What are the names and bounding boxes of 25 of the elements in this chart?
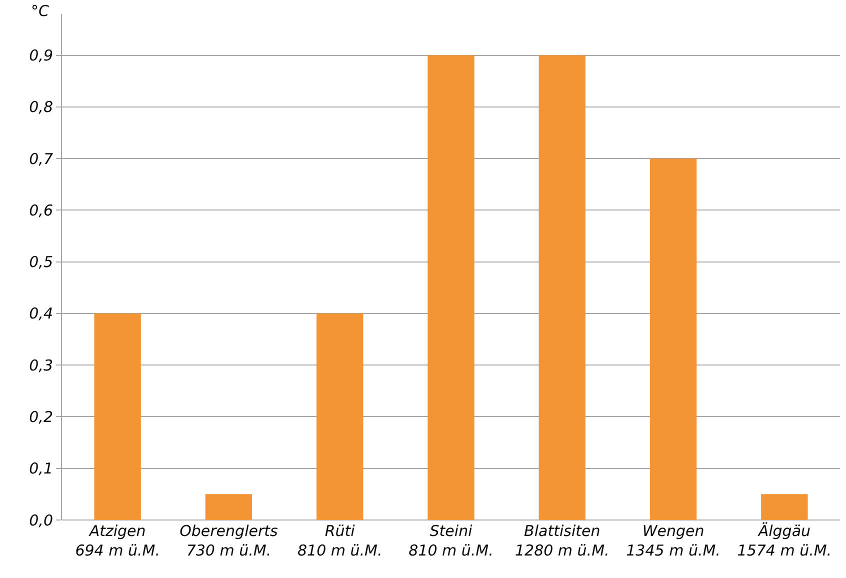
bar: [761, 494, 808, 520]
x-tick-label: Steini 810 m ü.M.: [408, 522, 494, 560]
y-tick-label: 0,0: [29, 511, 53, 530]
y-tick-label: 0,3: [29, 356, 53, 374]
y-tick-label: 0,8: [29, 98, 53, 116]
y-tick-label: 0,1: [29, 460, 53, 478]
x-tick-label: Oberenglerts 730 m ü.M.: [180, 522, 278, 560]
y-tick-label: 0,7: [29, 150, 54, 168]
x-tick-label: Rüti 810 m ü.M.: [297, 522, 382, 560]
y-axis-title: °C: [31, 2, 50, 20]
y-tick-label: 0,6: [29, 201, 53, 220]
y-tick-label: 0,5: [29, 253, 53, 272]
bar: [538, 55, 586, 520]
x-tick-label: Atzigen 694 m ü.M.: [75, 522, 160, 560]
x-tick-label: Wengen 1345 m ü.M.: [626, 522, 720, 560]
y-tick-label: 0,2: [29, 408, 53, 426]
x-tick-label: Älggäu 1574 m ü.M.: [737, 522, 832, 560]
y-tick-label: 0,9: [29, 46, 53, 65]
y-tick-label: 0,4: [29, 304, 53, 323]
bar: [205, 494, 252, 520]
bar: [316, 313, 364, 520]
bar: [94, 313, 141, 520]
bar: [650, 158, 697, 520]
bar: [428, 55, 474, 520]
x-tick-label: Blattisiten 1280 m ü.M.: [514, 522, 610, 560]
